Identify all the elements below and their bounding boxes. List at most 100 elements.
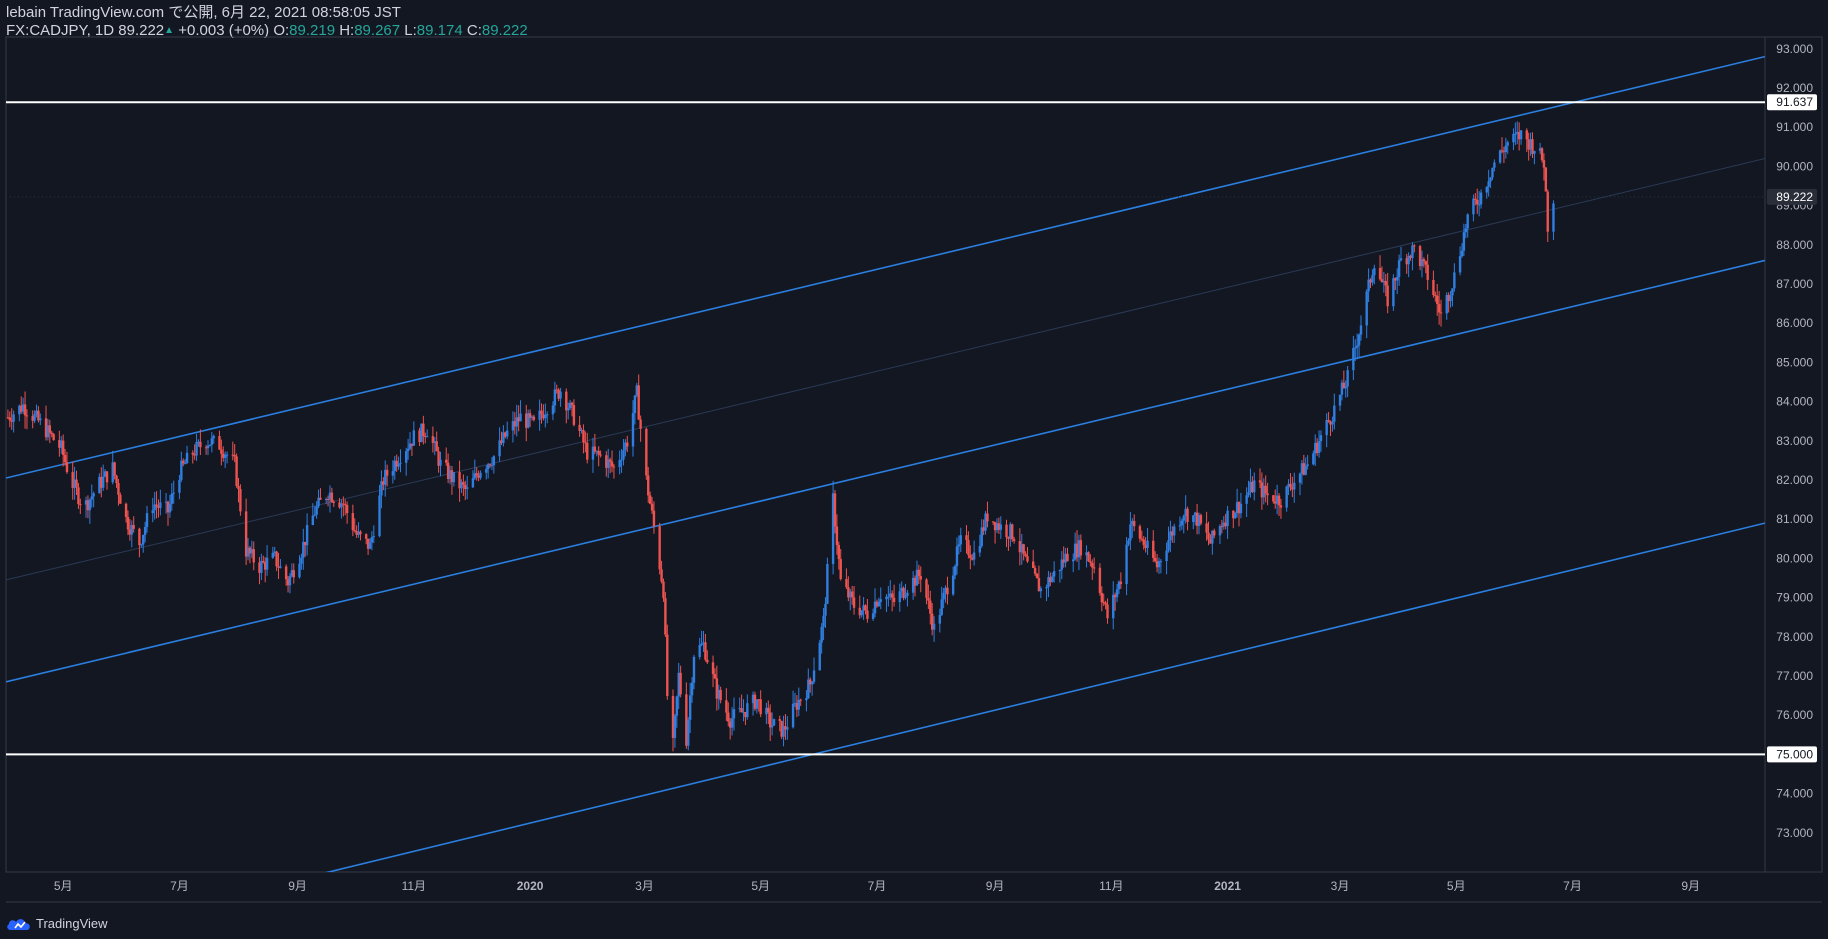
candle — [732, 697, 736, 731]
candle-body — [366, 538, 370, 549]
channel-line-lower — [325, 522, 1765, 872]
candle — [929, 590, 932, 625]
candle — [519, 400, 522, 422]
candle-body — [1527, 139, 1530, 150]
candle-body — [1127, 540, 1130, 545]
candle — [1264, 475, 1267, 503]
candle — [1411, 242, 1414, 271]
candle-body — [1411, 245, 1414, 258]
candle-body — [911, 577, 915, 593]
plot-area[interactable] — [5, 36, 1823, 939]
candle-body — [65, 462, 69, 473]
candle — [1165, 542, 1168, 575]
candle-body — [932, 623, 936, 630]
candle — [1506, 140, 1509, 154]
candle-body — [1437, 304, 1441, 313]
candle-body — [717, 689, 720, 699]
candle — [195, 433, 198, 461]
candle — [44, 405, 48, 441]
candle — [648, 491, 652, 505]
candle-body — [677, 672, 680, 697]
candle — [39, 413, 42, 426]
candle — [71, 461, 74, 500]
candle-body — [437, 451, 440, 466]
candle-body — [1346, 370, 1349, 387]
candle-body — [725, 700, 728, 713]
symbol-interval[interactable]: FX:CADJPY, 1D — [6, 22, 115, 39]
candle-body — [475, 473, 478, 476]
candle — [1272, 495, 1275, 504]
candle-body — [119, 494, 122, 504]
candle — [742, 699, 745, 722]
candle-body — [452, 472, 456, 483]
candle-body — [1007, 537, 1010, 539]
candle-body — [1394, 278, 1397, 281]
candle — [635, 382, 639, 398]
candle — [338, 497, 341, 509]
candle-body — [164, 501, 168, 503]
candle-body — [786, 727, 789, 730]
candle — [1039, 586, 1043, 599]
candle-body — [706, 659, 709, 663]
candle — [919, 566, 922, 593]
time-tick-label: 9月 — [1681, 879, 1700, 893]
candle-body — [1315, 442, 1319, 454]
candle — [1274, 489, 1277, 509]
candle-body — [971, 557, 974, 560]
candle — [860, 610, 863, 618]
candle-body — [1277, 495, 1281, 506]
candle-body — [385, 469, 389, 476]
candle — [797, 687, 800, 717]
candle-body — [210, 438, 214, 445]
candle — [820, 623, 823, 654]
candle-body — [222, 453, 225, 458]
candle — [622, 439, 625, 466]
candle — [902, 586, 905, 601]
candle — [1317, 430, 1321, 458]
candle-body — [424, 436, 427, 438]
candle — [1173, 523, 1176, 544]
candle — [88, 498, 92, 524]
candle — [784, 714, 787, 740]
price-axis[interactable]: 73.000 74.000 75.000 76.000 77.000 78.000 79.0… — [1767, 42, 1817, 840]
candle — [393, 456, 396, 480]
footer-brand[interactable]: TradingView — [6, 916, 108, 931]
candle-body — [1264, 485, 1267, 494]
time-axis[interactable]: 5月 7月 9月 11月 2020 3月 5月 7月 9月 11月 2021 3月 5月 7月 9月 — [54, 879, 1700, 893]
candle-body — [713, 674, 717, 679]
candle-body — [645, 428, 648, 476]
high-value: 89.267 — [354, 22, 401, 39]
candle — [692, 654, 696, 690]
candle — [1197, 512, 1201, 535]
candle-body — [395, 460, 398, 467]
candle-body — [1051, 576, 1054, 582]
candle — [1237, 501, 1241, 527]
channel-line-middle — [6, 259, 1765, 683]
candle-body — [751, 694, 755, 704]
candle — [111, 450, 114, 485]
candle-body — [1138, 526, 1142, 539]
candle-body — [711, 662, 715, 675]
candle — [103, 469, 107, 478]
candle-body — [852, 597, 856, 608]
candle-body — [1140, 538, 1144, 540]
candle — [866, 598, 869, 623]
candle-body — [1089, 561, 1092, 563]
candle-body — [1169, 531, 1172, 541]
candle-body — [1392, 278, 1395, 307]
candle — [873, 588, 877, 618]
candle-body — [372, 536, 376, 538]
candle — [218, 430, 221, 451]
candle-body — [1155, 561, 1159, 568]
candle — [1424, 260, 1427, 274]
candle-body — [446, 462, 450, 479]
candle — [620, 448, 623, 473]
candle — [1009, 522, 1012, 547]
candle — [418, 427, 421, 447]
candle — [593, 433, 597, 455]
candle — [717, 684, 720, 710]
candle — [471, 470, 475, 488]
candle-body — [1167, 540, 1170, 551]
candle-body — [71, 472, 74, 488]
